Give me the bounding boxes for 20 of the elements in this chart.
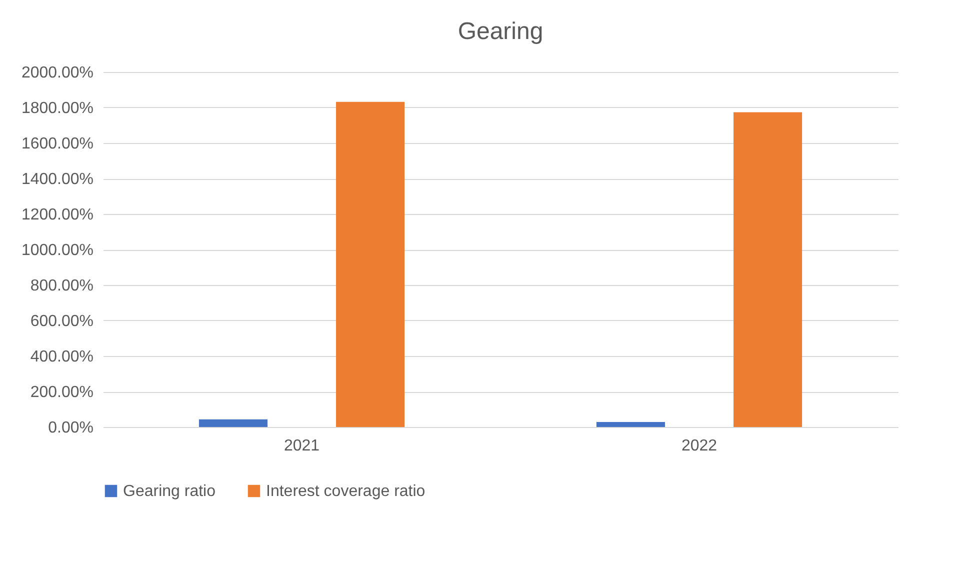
y-tick-label: 1000.00% [21,242,94,259]
bar [734,112,802,427]
chart-title: Gearing [458,18,544,45]
y-tick-label: 600.00% [30,313,94,330]
y-tick-label: 2000.00% [21,64,94,82]
legend-label: Interest coverage ratio [266,483,426,500]
y-tick-label: 400.00% [30,348,94,366]
bar [596,422,665,427]
legend-label: Gearing ratio [123,483,216,500]
y-tick-label: 1800.00% [21,100,94,117]
y-tick-label: 1400.00% [21,171,94,188]
x-tick-label: 2022 [681,438,718,454]
y-tick-label: 0.00% [48,420,94,436]
y-tick-label: 1200.00% [21,206,94,224]
y-tick-label: 1600.00% [21,136,94,152]
y-tick-label: 800.00% [30,278,94,294]
x-tick-label: 2021 [284,438,320,454]
bar [198,419,268,427]
y-tick-label: 200.00% [30,384,94,401]
bar [336,102,405,427]
